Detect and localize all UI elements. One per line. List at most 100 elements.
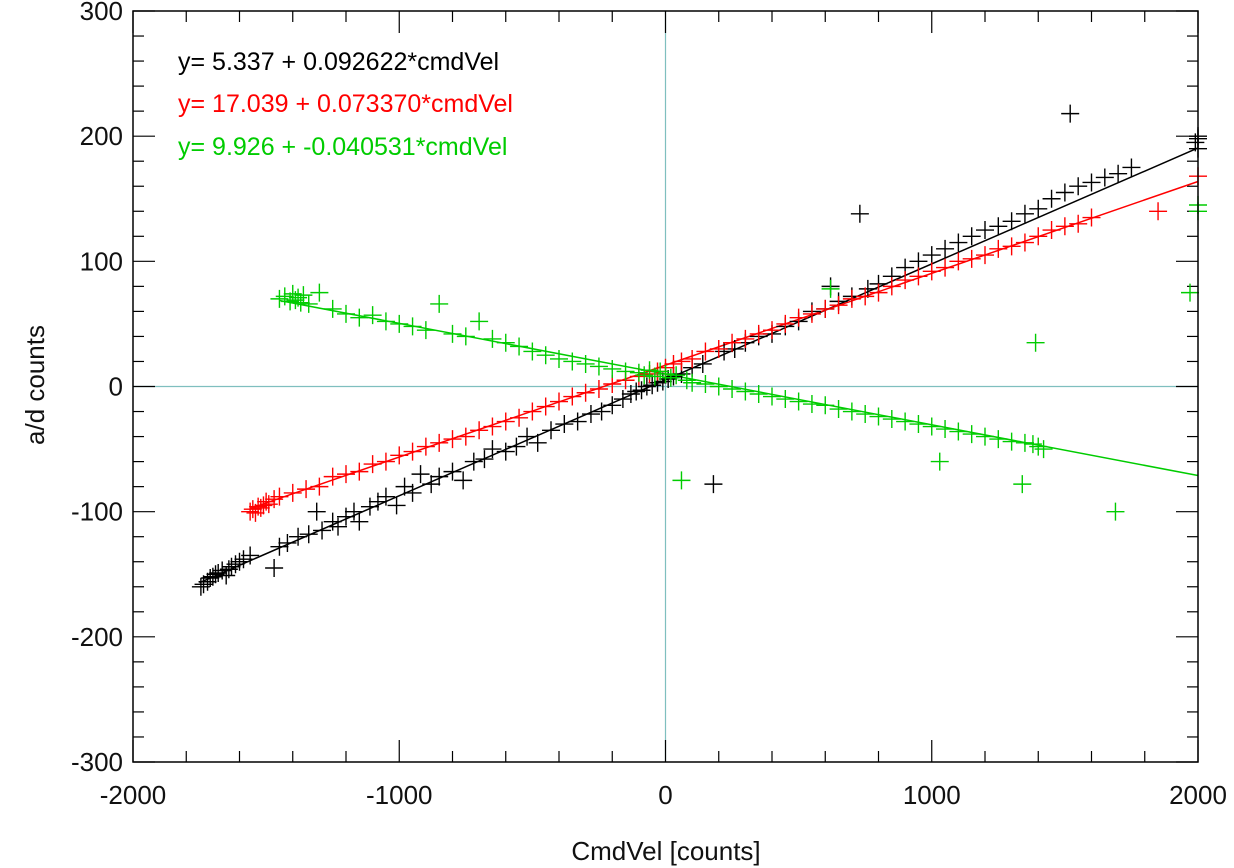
data-point	[816, 396, 835, 415]
data-point	[736, 329, 755, 348]
data-point	[1029, 227, 1048, 246]
data-point	[1034, 440, 1053, 459]
data-point	[1026, 333, 1045, 352]
data-point	[270, 487, 289, 506]
data-point	[749, 385, 768, 404]
data-point	[696, 374, 715, 393]
data-point	[856, 405, 875, 424]
data-point	[368, 492, 387, 511]
x-tick-label: 0	[658, 780, 672, 810]
data-point	[528, 433, 547, 452]
data-point	[323, 299, 342, 318]
data-point	[627, 382, 646, 401]
data-point	[464, 452, 483, 471]
equation-black: y= 5.337 + 0.092622*cmdVel	[178, 48, 499, 76]
data-point	[683, 373, 702, 392]
data-point	[536, 346, 555, 365]
data-points	[191, 104, 1207, 596]
data-point	[930, 452, 949, 471]
data-point	[265, 558, 284, 577]
data-point	[989, 217, 1008, 236]
data-point	[454, 471, 473, 490]
data-point	[629, 363, 648, 382]
equation-red: y= 17.039 + 0.073370*cmdVel	[178, 90, 513, 118]
data-point	[749, 324, 768, 343]
data-point	[909, 415, 928, 434]
data-point	[736, 382, 755, 401]
data-point	[403, 317, 422, 336]
data-point	[723, 380, 742, 399]
data-point	[470, 312, 489, 331]
data-point	[936, 420, 955, 439]
data-point	[496, 333, 515, 352]
data-point	[443, 462, 462, 481]
data-point	[313, 521, 332, 540]
data-point	[550, 349, 568, 368]
data-point	[858, 279, 877, 298]
fit-line-0	[199, 147, 1199, 584]
data-point	[1015, 433, 1034, 452]
data-point	[1013, 475, 1032, 494]
data-point	[643, 376, 662, 395]
data-point	[209, 563, 228, 582]
data-point	[470, 421, 489, 440]
data-point	[581, 405, 600, 424]
data-point	[709, 339, 728, 358]
data-point	[299, 294, 318, 313]
data-point	[430, 467, 449, 486]
data-point	[829, 400, 848, 419]
data-point	[536, 397, 555, 416]
data-point	[360, 497, 379, 516]
data-point	[1029, 199, 1048, 218]
data-point	[576, 354, 595, 373]
data-point	[1055, 217, 1074, 236]
data-point	[909, 267, 928, 286]
data-point	[387, 496, 406, 515]
series-2	[270, 196, 1207, 521]
data-point	[483, 440, 502, 459]
data-point	[603, 374, 622, 393]
data-point	[789, 308, 808, 327]
data-point	[896, 412, 915, 431]
y-tick-label: 300	[80, 0, 123, 26]
data-point	[523, 402, 542, 421]
y-tick-label: 0	[109, 372, 123, 402]
data-point	[1055, 183, 1074, 202]
data-point	[555, 415, 574, 434]
data-point	[510, 408, 529, 427]
x-tick-label: 1000	[903, 780, 961, 810]
data-point	[1122, 158, 1141, 177]
data-point	[403, 483, 422, 502]
data-point	[802, 304, 821, 323]
data-point	[922, 417, 941, 436]
data-point	[563, 387, 582, 406]
plot-frame	[132, 10, 1199, 763]
data-point	[976, 246, 994, 265]
data-point	[307, 502, 326, 521]
data-point	[763, 387, 781, 406]
data-point	[829, 296, 848, 315]
data-point	[789, 392, 808, 411]
data-point	[376, 487, 395, 506]
data-point	[390, 446, 409, 465]
data-point	[456, 327, 475, 346]
y-tick-label: 100	[80, 246, 123, 276]
data-point	[1069, 177, 1088, 196]
data-point	[723, 333, 742, 352]
data-point	[1082, 173, 1101, 192]
data-point	[483, 417, 502, 436]
data-point	[259, 495, 278, 514]
y-tick-label: -200	[71, 622, 123, 652]
data-point	[507, 437, 526, 456]
data-point	[869, 283, 888, 302]
data-point	[976, 427, 994, 446]
series-1	[241, 167, 1207, 522]
y-tick-label: -100	[71, 497, 123, 527]
data-point	[323, 467, 342, 486]
data-point	[696, 342, 715, 361]
data-point	[550, 392, 568, 411]
data-point	[909, 252, 928, 271]
data-point	[363, 306, 382, 325]
data-point	[510, 337, 529, 356]
data-point	[1042, 221, 1061, 240]
